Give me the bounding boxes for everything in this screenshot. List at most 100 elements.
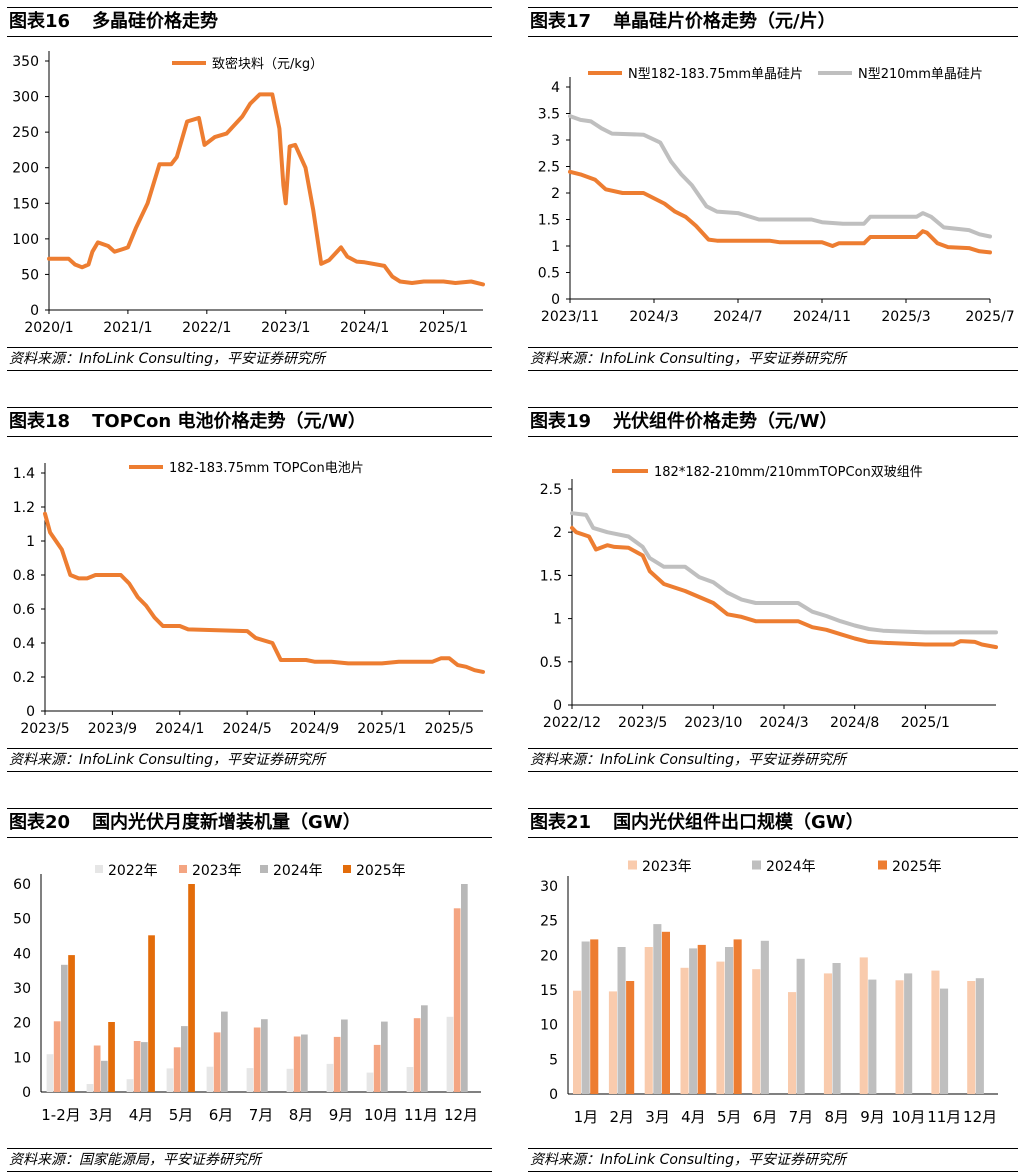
y-tick-label: 1 [553,612,562,628]
legend-label: 2024年 [273,863,323,879]
panel-title: 图表19 光伏组件价格走势（元/W） [528,407,1018,437]
bar [626,981,635,1094]
x-tick-label: 2023/5 [618,715,667,731]
x-tick-label: 2024/11 [793,309,851,325]
figure-title: TOPCon 电池价格走势（元/W） [92,411,366,432]
figure-number: 图表16 [9,11,71,32]
x-tick-label: 9月 [329,1106,354,1124]
bar [573,990,582,1094]
panel-title: 图表16 多晶硅价格走势 [7,7,492,37]
bar [173,1047,181,1092]
panel-polysilicon: 图表16 多晶硅价格走势 0 50 100 150 200 250 300 350 2020/1 2… [7,7,492,371]
bar [590,939,599,1094]
bar [617,947,626,1094]
bar [213,1032,221,1092]
figure-number: 图表18 [9,411,71,432]
series-line [570,511,998,635]
legend-label: 182-183.75mm TOPCon电池片 [169,461,364,476]
bar [126,1079,134,1092]
x-tick-label: 2023/9 [88,721,137,737]
bar [608,991,617,1094]
y-tick-label: 0 [549,1087,558,1103]
panel-title: 图表20 国内光伏月度新增装机量（GW） [7,808,492,838]
y-tick-label: 30 [13,981,31,997]
y-tick-label: 0.2 [13,670,35,686]
bar [46,1054,54,1092]
legend-swatch [628,860,637,870]
x-tick-label: 6月 [753,1108,778,1126]
polysilicon-price-chart: 0 50 100 150 200 250 300 350 2020/1 2021/1 2022/1 2… [12,51,485,336]
x-tick-label: 3月 [645,1108,670,1126]
y-tick-label: 1 [26,534,35,550]
y-tick-label: 100 [12,232,39,248]
y-tick-label: 50 [21,267,39,283]
x-tick-label: 3月 [89,1106,114,1124]
bar [661,931,670,1094]
source-note: 资料来源：InfoLink Consulting，平安证券研究所 [528,1148,1018,1172]
bar [931,970,940,1094]
legend-label: 2023年 [642,859,692,875]
x-tick-label: 2025/1 [357,721,406,737]
bar [760,940,769,1094]
series-line [568,114,992,239]
bar [653,924,662,1094]
series-line [47,92,485,287]
y-tick-label: 350 [12,54,39,70]
y-tick-label: 10 [13,1050,31,1066]
bar [895,980,904,1094]
legend-label: 2023年 [192,863,242,879]
figure-title: 光伏组件价格走势（元/W） [613,411,838,432]
series-line [43,511,485,674]
legend-swatch [95,865,103,873]
panel-module-exports: 图表21 国内光伏组件出口规模（GW） 0 5 10 15 20 25 30 1月 2月 3月 4月 5… [528,808,1018,1172]
x-tick-label: 7月 [789,1108,814,1126]
figure-title: 单晶硅片价格走势（元/片） [613,11,836,32]
x-tick-label: 2024/5 [223,721,272,737]
bar [68,955,75,1092]
bar [644,947,653,1094]
y-tick-label: 0.8 [13,568,35,584]
bar [93,1045,101,1092]
x-tick-label: 9月 [860,1108,885,1126]
y-tick-label: 0.5 [538,266,560,282]
x-tick-label: 2023/10 [684,715,742,731]
x-tick-label: 4月 [129,1106,154,1124]
module-price-chart: 0 0.5 1 1.5 2 2.5 2022/12 2023/5 2023/10 2024/3 20… [540,465,998,731]
wafer-price-chart: 0 0.5 1 1.5 2 2.5 3 3.5 4 2023/11 2024/3 2024/7 2024… [538,67,1015,325]
bar [733,939,742,1094]
bar [381,1021,388,1092]
y-tick-label: 2.5 [540,482,562,498]
y-tick-label: 2.5 [538,160,560,176]
x-tick-label: 5月 [169,1106,194,1124]
y-tick-label: 10 [540,1018,558,1034]
figure-number: 图表20 [9,812,71,833]
y-tick-label: 1.5 [538,213,560,229]
bar [341,1019,348,1092]
bar [326,1063,334,1092]
bar [859,957,868,1094]
bar [166,1068,174,1092]
y-tick-label: 0 [551,292,560,308]
x-tick-label: 5月 [717,1108,742,1126]
bar [413,1018,421,1092]
bar [148,935,155,1092]
panel-wafer: 图表17 单晶硅片价格走势（元/片） 0 0.5 1 1.5 2 2.5 3 3.5 4 2023/… [528,7,1018,371]
y-tick-label: 0.4 [13,636,35,652]
x-tick-label: 2024/1 [155,721,204,737]
y-tick-label: 1.5 [540,568,562,584]
x-tick-label: 7月 [249,1106,274,1124]
bar [832,963,841,1094]
bar [108,1022,115,1092]
installations-bar-chart: 0 10 20 30 40 50 60 1-2月 3月 4月 5月 6月 7月 8月 9月 10月 11月 12月… [13,863,481,1124]
x-tick-label: 10月 [364,1106,398,1124]
bar [221,1011,228,1092]
panel-installations: 图表20 国内光伏月度新增装机量（GW） 0 10 20 30 40 50 60 1-2月 3月 4… [7,808,492,1172]
x-tick-label: 2024/3 [629,309,678,325]
x-tick-label: 2020/1 [24,320,73,336]
bar [581,941,590,1094]
y-tick-label: 0 [26,704,35,720]
bar [940,988,949,1094]
panel-title: 图表17 单晶硅片价格走势（元/片） [528,7,1018,37]
y-tick-label: 40 [13,946,31,962]
bar [133,1041,141,1092]
